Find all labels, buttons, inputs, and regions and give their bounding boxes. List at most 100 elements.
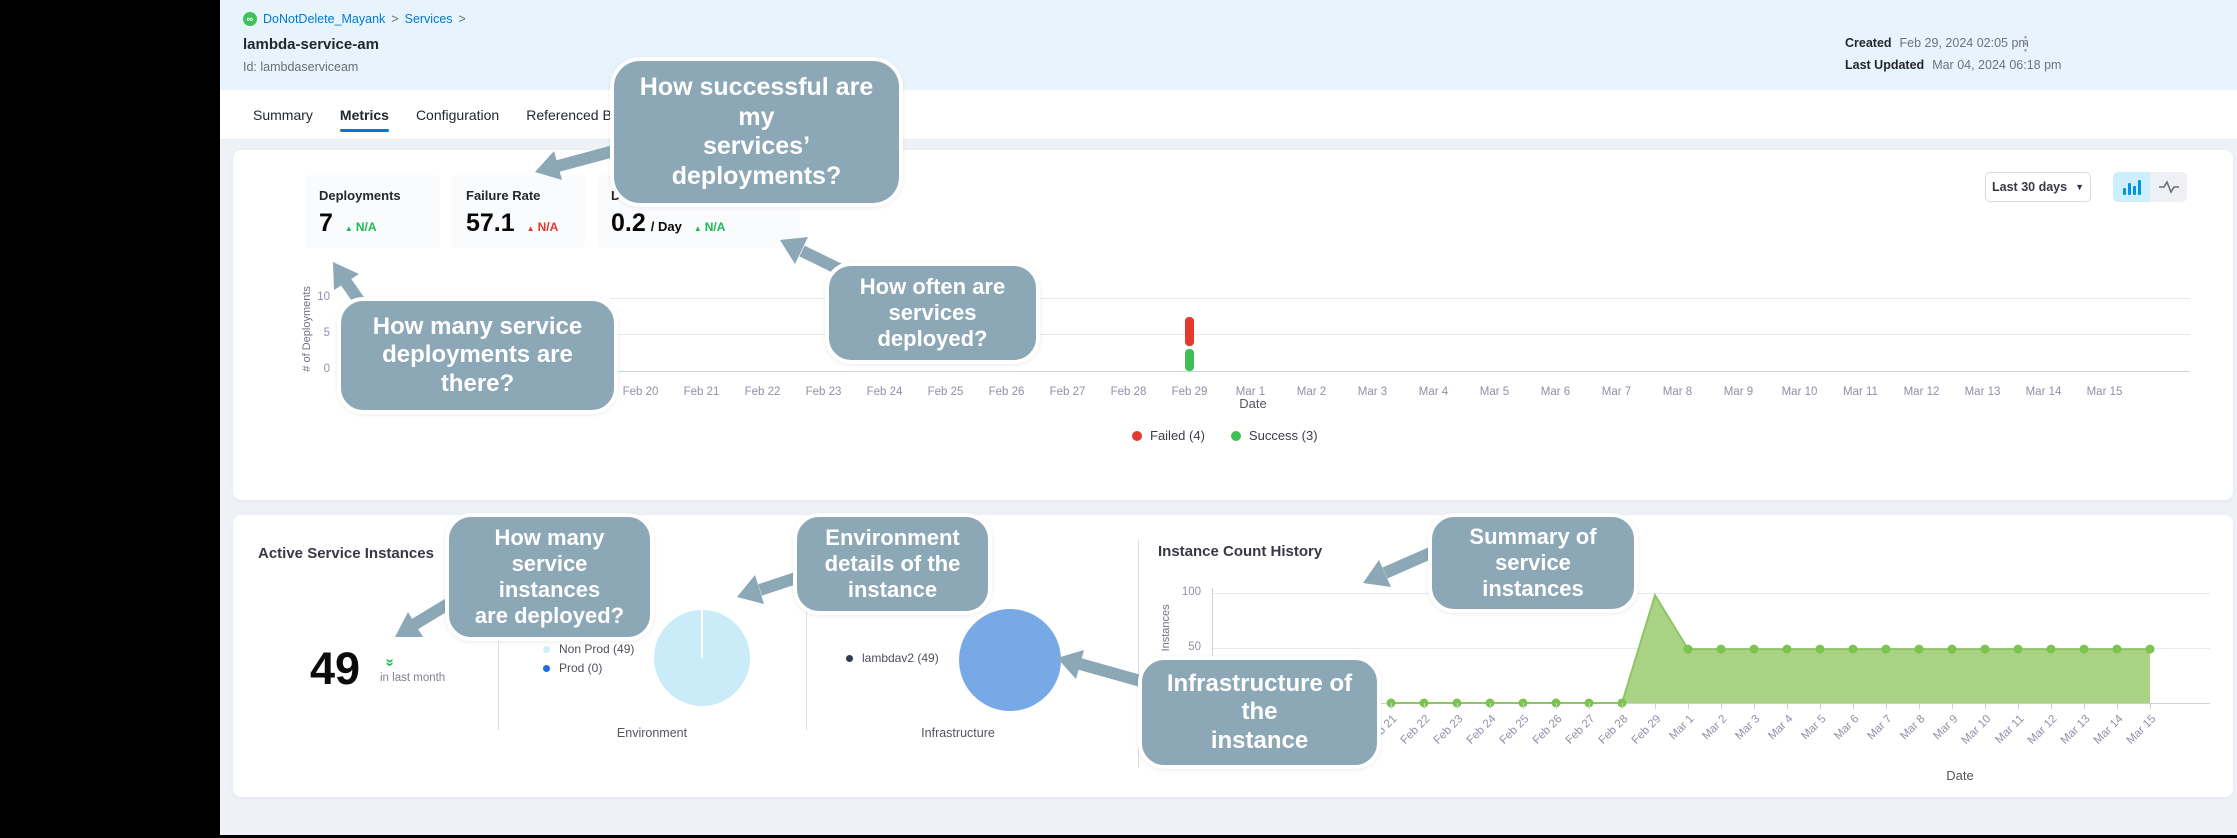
callout-deployment-success: How successful are my services’ deployme…: [610, 57, 903, 207]
x-tick-label: Mar 4: [1418, 386, 1449, 398]
chevron-down-icon: ▼: [2075, 182, 2084, 192]
data-point: [2046, 644, 2056, 654]
x-tick-label: Mar 9: [1723, 386, 1754, 398]
data-point: [1749, 644, 1759, 654]
failed-dot-icon: [1132, 430, 1142, 441]
last-updated-label: Last Updated: [1845, 58, 1925, 72]
x-tick: [1523, 703, 1524, 709]
x-tick: [2018, 703, 2019, 709]
x-tick-label: Feb 29: [1171, 386, 1208, 398]
data-point: [1683, 644, 1693, 654]
x-tick: [1787, 703, 1788, 709]
infrastructure-caption: Infrastructure: [921, 726, 995, 740]
data-point: [2013, 644, 2023, 654]
instance-count-history-title: Instance Count History: [1158, 543, 1323, 560]
deployment-frequency-unit: / Day: [650, 219, 682, 234]
legend-item-success[interactable]: Success (3): [1230, 428, 1318, 443]
gridline: [610, 298, 2190, 299]
x-tick-label: Feb 25: [927, 386, 964, 398]
data-point: [1848, 644, 1858, 654]
created-value: Feb 29, 2024 02:05 pm: [1899, 36, 2029, 50]
failure-rate-metric-tile: Failure Rate 57.1 ▲ N/A: [452, 175, 585, 248]
data-point: [1782, 644, 1792, 654]
x-tick-label: Feb 26: [988, 386, 1025, 398]
y-tick: 50: [1188, 641, 1201, 653]
x-tick: [2150, 703, 2151, 709]
service-dashboard-window: ∞ DoNotDelete_Mayank > Services > lambda…: [220, 0, 2237, 835]
x-tick-label: Feb 28: [1110, 386, 1147, 398]
kebab-menu-icon[interactable]: ⋮: [2016, 34, 2035, 55]
bar-chart-toggle-icon[interactable]: [2113, 172, 2150, 202]
deployments-card: Deployments 7 ▲ N/A Failure Rate 57.1 ▲ N/…: [233, 150, 2233, 500]
x-tick: [1952, 703, 1953, 709]
legend-item-prod[interactable]: Prod (0): [543, 661, 634, 675]
data-point: [1914, 644, 1924, 654]
instance-history-area-chart: [1386, 592, 2155, 708]
divider: [1138, 540, 1139, 768]
tab-referenced-by[interactable]: Referenced By: [526, 106, 619, 123]
created-label: Created: [1845, 36, 1892, 50]
x-tick: [2051, 703, 2052, 709]
y-tick: 10: [317, 291, 330, 303]
x-tick: [1721, 703, 1722, 709]
y-axis-line: [1212, 588, 1213, 703]
deployment-frequency-delta: ▲ N/A: [693, 220, 726, 234]
x-tick-label: Mar 15: [2086, 386, 2123, 398]
x-tick-label: Mar 7: [1601, 386, 1632, 398]
data-point: [1815, 644, 1825, 654]
divider: [498, 602, 499, 730]
x-tick-label: Mar 5: [1479, 386, 1510, 398]
tab-metrics[interactable]: Metrics: [339, 90, 389, 139]
double-chevron-up-icon: «: [380, 658, 398, 667]
legend-item-lambdav2[interactable]: lambdav2 (49): [846, 651, 939, 665]
environment-pie-chart[interactable]: [654, 610, 750, 706]
x-tick: [1886, 703, 1887, 709]
gridline: [610, 334, 2190, 335]
infrastructure-pie-chart[interactable]: [959, 609, 1061, 711]
failure-rate-delta: ▲ N/A: [526, 220, 559, 234]
environment-legend: Non Prod (49) Prod (0): [543, 642, 634, 675]
x-tick-label: Mar 10: [1781, 386, 1818, 398]
line-chart-toggle-icon[interactable]: [2150, 172, 2187, 202]
deployments-value: 7: [319, 209, 333, 237]
callout-instance-count: How many service instances are deployed?: [445, 513, 654, 641]
callout-environment-details: Environment details of the instance: [793, 513, 992, 615]
tab-summary[interactable]: Summary: [253, 106, 313, 123]
y-tick: 0: [323, 363, 330, 375]
data-point: [2079, 644, 2089, 654]
x-tick-label: Feb 27: [1049, 386, 1086, 398]
deployment-frequency-value: 0.2: [611, 209, 646, 237]
deployments-metric-tile: Deployments 7 ▲ N/A: [305, 175, 440, 248]
pie-slice-border: [701, 610, 703, 658]
x-tick: [1853, 703, 1854, 709]
x-tick: [1820, 703, 1821, 709]
x-tick: [1919, 703, 1920, 709]
divider: [806, 602, 807, 730]
x-tick-label: Mar 3: [1357, 386, 1388, 398]
legend-item-nonprod[interactable]: Non Prod (49): [543, 642, 634, 656]
x-axis-line: [610, 371, 2190, 372]
date-range-dropdown[interactable]: Last 30 days ▼: [1985, 172, 2091, 202]
bar-success: [1185, 349, 1194, 371]
x-tick: [1391, 703, 1392, 709]
data-point: [2145, 644, 2155, 654]
active-instances-title: Active Service Instances: [258, 545, 434, 562]
tab-configuration[interactable]: Configuration: [415, 106, 500, 123]
x-tick-label: Feb 22: [744, 386, 781, 398]
x-tick: [1589, 703, 1590, 709]
x-tick-label: Mar 12: [1903, 386, 1940, 398]
breadcrumb-project-link[interactable]: DoNotDelete_Mayank: [263, 12, 386, 26]
deployments-bar-chart: [610, 298, 2135, 371]
page-header: ∞ DoNotDelete_Mayank > Services > lambda…: [220, 0, 2237, 90]
x-tick-label: Mar 8: [1662, 386, 1693, 398]
tab-bar: Summary Metrics Configuration Referenced By: [220, 90, 2237, 140]
success-dot-icon: [1230, 430, 1241, 441]
bar-chart-x-labels: Feb 20 Feb 21 Feb 22 Feb 23 Feb 24 Feb 25 Feb …: [610, 386, 2135, 398]
legend-item-failed[interactable]: Failed (4): [1132, 428, 1205, 443]
x-tick-label: Mar 6: [1540, 386, 1571, 398]
breadcrumb-services-link[interactable]: Services: [404, 12, 453, 26]
infrastructure-legend: lambdav2 (49): [846, 651, 939, 665]
deployments-label: Deployments: [319, 188, 401, 203]
breadcrumb-separator: >: [391, 12, 399, 26]
